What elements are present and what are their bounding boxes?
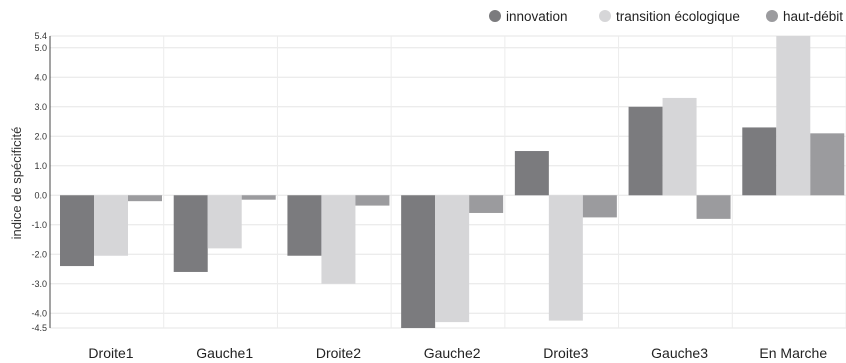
y-tick-label: 5.4 xyxy=(34,31,47,41)
bar-4-2 xyxy=(582,195,617,218)
bar-3-1 xyxy=(435,195,470,323)
x-tick-label: Droite1 xyxy=(88,345,133,361)
bar-2-1 xyxy=(321,195,356,284)
x-tick-label: En Marche xyxy=(759,345,827,361)
y-tick-label: -2.0 xyxy=(31,249,47,259)
y-tick-label: -3.0 xyxy=(31,279,47,289)
legend-label-2: haut-débit xyxy=(783,9,843,24)
axes: 5.4 5.0 4.0 3.0 2.0 1.0 0.0 -1.0 -2.0 -3.0 -4.0 -4.… xyxy=(31,31,827,361)
y-axis-title: indice de spécificité xyxy=(9,127,24,240)
y-tick-label: 3.0 xyxy=(34,102,47,112)
y-tick-label: 2.0 xyxy=(34,131,47,141)
bars xyxy=(60,36,845,328)
bar-0-0 xyxy=(60,195,94,267)
legend-marker-1 xyxy=(599,10,611,22)
legend-marker-2 xyxy=(766,10,778,22)
x-tick-label: Gauche3 xyxy=(651,345,708,361)
bar-3-2 xyxy=(469,195,504,213)
legend: innovation transition écologique haut-débi… xyxy=(489,9,843,24)
bar-2-2 xyxy=(355,195,390,206)
legend-label-0: innovation xyxy=(506,9,568,24)
y-tick-label: 4.0 xyxy=(34,72,47,82)
bar-1-0 xyxy=(173,195,208,272)
y-tick-label: 0.0 xyxy=(34,190,47,200)
x-tick-label: Gauche1 xyxy=(196,345,253,361)
bar-1-2 xyxy=(241,195,276,200)
y-tick-label: -4.0 xyxy=(31,308,47,318)
x-tick-label: Droite2 xyxy=(316,345,361,361)
y-tick-label: 1.0 xyxy=(34,161,47,171)
bar-0-2 xyxy=(128,195,162,202)
y-tick-label: -1.0 xyxy=(31,220,47,230)
bar-4-1 xyxy=(548,195,583,321)
legend-marker-0 xyxy=(489,10,501,22)
bar-5-0 xyxy=(628,106,663,196)
y-tick-label: 5.0 xyxy=(34,43,47,53)
y-tick-label: -4.5 xyxy=(31,323,47,333)
bar-3-0 xyxy=(401,195,436,328)
bar-1-1 xyxy=(207,195,242,249)
bar-2-0 xyxy=(287,195,322,256)
legend-label-1: transition écologique xyxy=(616,9,740,24)
x-tick-label: Gauche2 xyxy=(424,345,481,361)
x-tick-label: Droite3 xyxy=(543,345,588,361)
bar-6-1 xyxy=(776,36,811,196)
bar-6-0 xyxy=(742,127,777,196)
bar-4-0 xyxy=(514,151,549,196)
bar-5-2 xyxy=(696,195,731,219)
bar-6-2 xyxy=(810,133,845,196)
bar-0-1 xyxy=(94,195,128,256)
bar-5-1 xyxy=(662,97,697,196)
